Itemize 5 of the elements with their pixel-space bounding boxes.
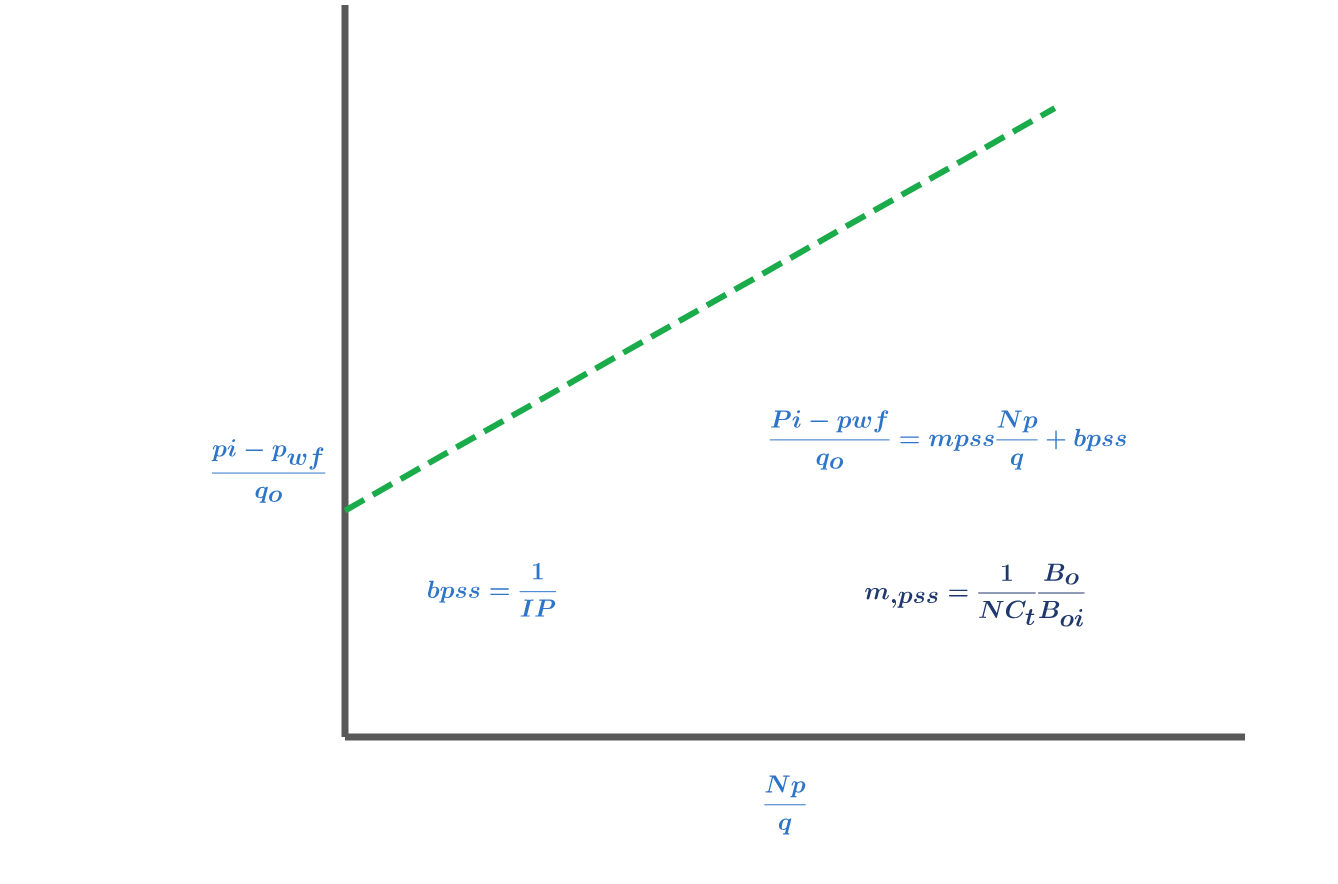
annotation: $\frac{Pi - pwf}{q_o} = mpss\frac{Np}{q} + bpss$ [769,410,1126,470]
y-axis-title: $\frac{pi - p_{wf}}{q_o}$ [211,439,326,503]
x-axis-title: $\frac{Np}{q}$ [764,775,806,835]
annotation: $bpss = \frac{1}{IP}$ [428,563,557,617]
annotation: $m_{,pss} = \frac{1}{NC_t}\frac{B_o}{B_{oi}}$ [865,563,1085,627]
